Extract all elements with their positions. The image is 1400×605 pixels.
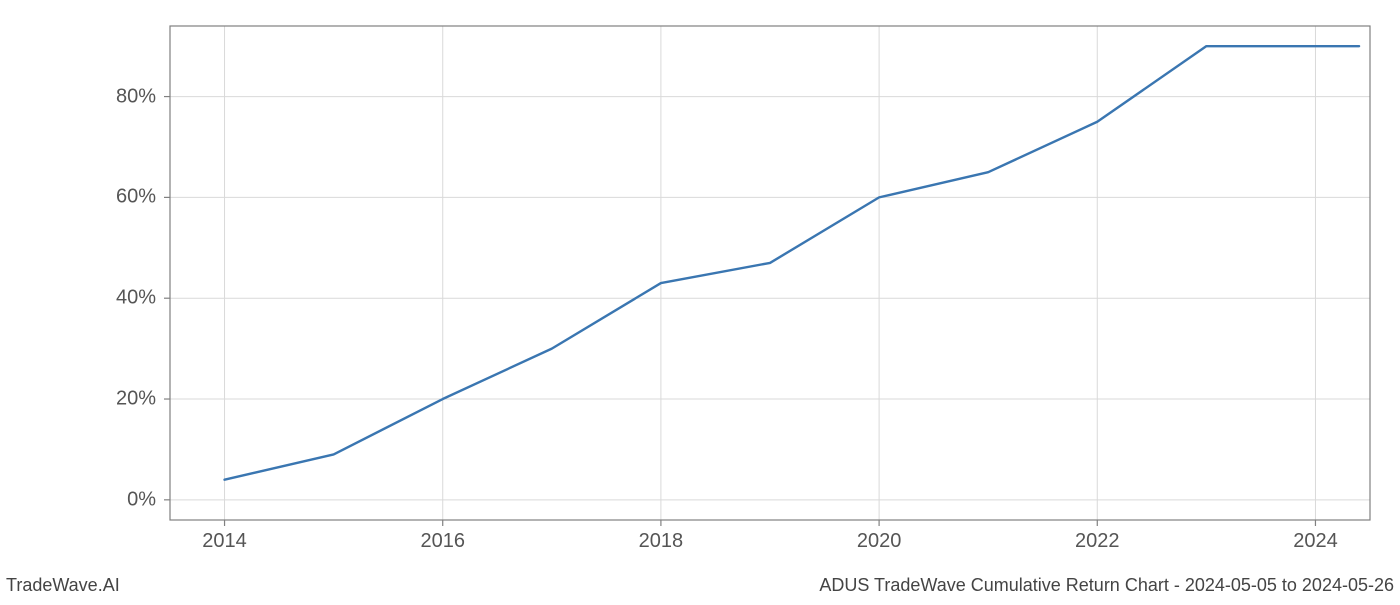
y-tick-label: 0% bbox=[96, 488, 156, 511]
caption-right: ADUS TradeWave Cumulative Return Chart -… bbox=[819, 575, 1394, 596]
x-tick-label: 2014 bbox=[185, 530, 265, 553]
x-tick-label: 2024 bbox=[1275, 530, 1355, 553]
x-tick-label: 2022 bbox=[1057, 530, 1137, 553]
y-tick-label: 80% bbox=[96, 85, 156, 108]
y-tick-label: 40% bbox=[96, 287, 156, 310]
chart-container: 0% 20% 40% 60% 80% 2014 2016 2018 2020 2022 2024 bbox=[0, 0, 1400, 600]
y-tick-label: 20% bbox=[96, 388, 156, 411]
chart-svg bbox=[0, 0, 1400, 600]
x-tick-label: 2016 bbox=[403, 530, 483, 553]
x-tick-label: 2018 bbox=[621, 530, 701, 553]
y-tick-label: 60% bbox=[96, 186, 156, 209]
x-tick-label: 2020 bbox=[839, 530, 919, 553]
watermark-left: TradeWave.AI bbox=[6, 575, 120, 596]
